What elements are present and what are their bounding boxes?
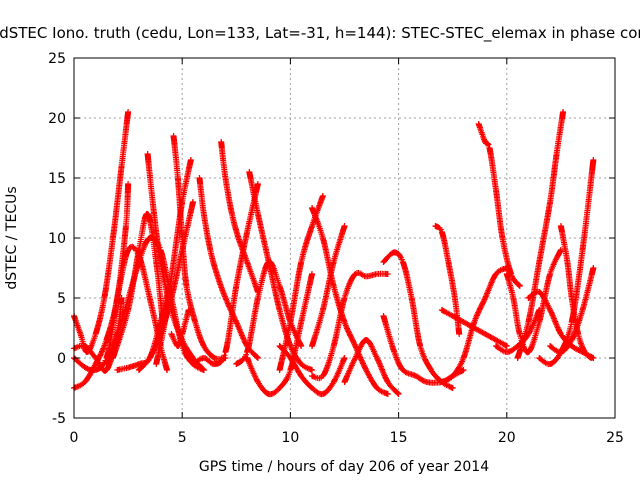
axis-ticks xyxy=(73,57,616,419)
data-series-arc-11 xyxy=(153,157,194,367)
x-tick-label: 5 xyxy=(178,430,187,446)
data-marks xyxy=(71,109,597,398)
x-tick-label: 20 xyxy=(498,430,516,446)
data-series-arc-15 xyxy=(218,139,261,295)
y-tick-label: 25 xyxy=(48,51,66,67)
data-series-arc-13 xyxy=(196,175,261,361)
y-tick-label: 10 xyxy=(48,231,66,247)
y-tick-label: 0 xyxy=(57,351,66,367)
x-axis-label: GPS time / hours of day 206 of year 2014 xyxy=(199,459,489,475)
data-series-arc-24 xyxy=(341,337,402,397)
x-tick-label: 25 xyxy=(606,430,624,446)
x-tick-labels: 0 5 10 15 20 25 xyxy=(70,430,624,446)
y-tick-label: 5 xyxy=(57,291,66,307)
data-series-arc-27 xyxy=(432,223,463,337)
data-series-arc-23 xyxy=(309,223,348,349)
data-series-arc-33 xyxy=(514,109,567,361)
data-series-arc-20 xyxy=(276,343,348,398)
data-series-arc-28 xyxy=(438,265,510,385)
y-tick-labels: -5 0 5 10 15 20 25 xyxy=(48,51,66,427)
data-series-arc-02 xyxy=(71,181,132,391)
data-series-arc-29 xyxy=(475,121,523,289)
data-series-arc-25 xyxy=(380,249,456,391)
data-series-arc-12 xyxy=(168,307,192,349)
data-series-arc-17 xyxy=(246,169,315,373)
y-tick-label: 20 xyxy=(48,111,66,127)
y-axis-label: dSTEC / TECUs xyxy=(4,186,20,289)
y-tick-label: 15 xyxy=(48,171,66,187)
data-series-arc-06 xyxy=(110,210,166,361)
data-series-arc-18 xyxy=(244,271,315,398)
x-tick-label: 0 xyxy=(70,430,79,446)
data-series-arc-32 xyxy=(503,247,564,356)
data-series-arc-37 xyxy=(547,265,597,356)
x-tick-label: 10 xyxy=(281,430,299,446)
data-series-arc-22 xyxy=(309,269,391,382)
data-series-arc-19 xyxy=(276,193,326,373)
y-tick-label: -5 xyxy=(52,411,66,427)
x-tick-label: 15 xyxy=(390,430,408,446)
data-series-arc-30 xyxy=(438,307,510,349)
chart-title: dSTEC Iono. truth (cedu, Lon=133, Lat=-3… xyxy=(0,24,640,43)
